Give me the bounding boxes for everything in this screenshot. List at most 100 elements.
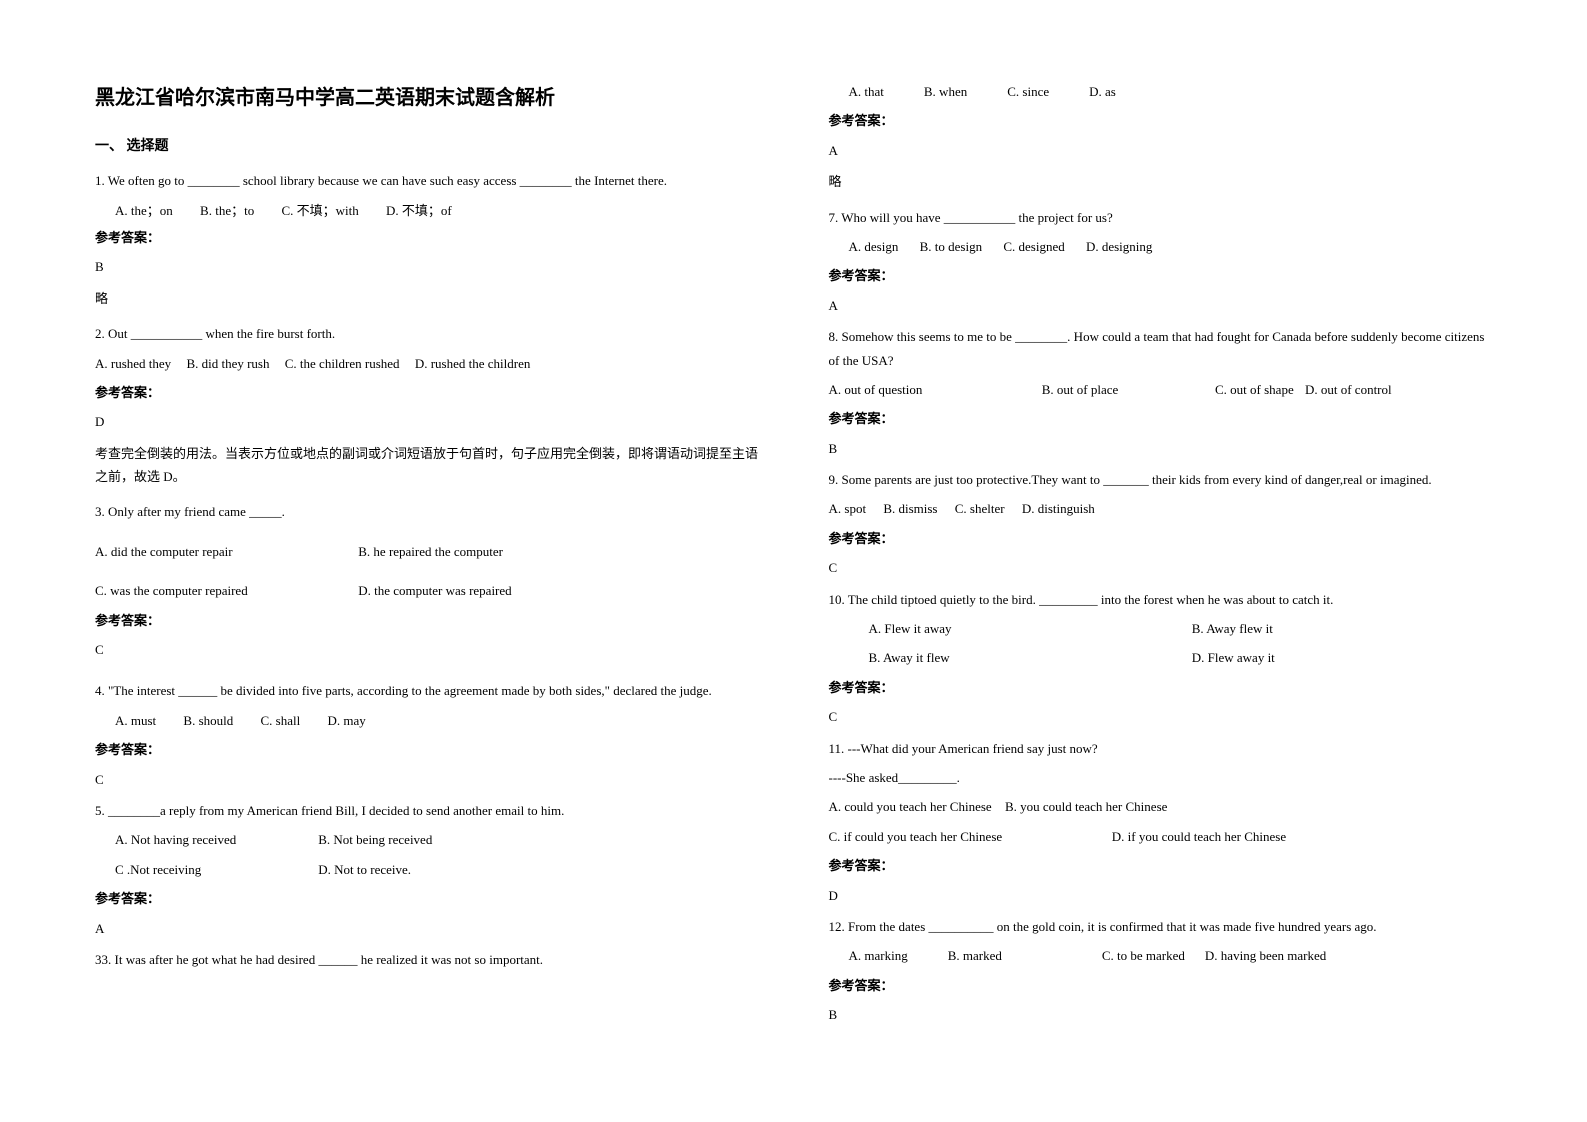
q3-answer-label: 参考答案：	[95, 609, 759, 632]
q10-answer-label: 参考答案：	[829, 676, 1493, 699]
q7-options: A. design B. to design C. designed D. de…	[829, 235, 1493, 258]
q33-answer: A	[829, 139, 1493, 162]
q5-answer: A	[95, 917, 759, 940]
q5-opt-d: D. Not to receive.	[318, 862, 411, 877]
q11-text: 11. ---What did your American friend say…	[829, 737, 1493, 760]
q1-options: A. the；on B. the；to C. 不填；with D. 不填；of	[95, 199, 759, 222]
q5-opt-a: A. Not having received	[115, 828, 315, 851]
q5-opt-c: C .Not receiving	[115, 858, 315, 881]
q5-opts-row1: A. Not having received B. Not being rece…	[95, 828, 759, 851]
q2-options: A. rushed they B. did they rush C. the c…	[95, 352, 759, 375]
q2-explanation: 考查完全倒装的用法。当表示方位或地点的副词或介词短语放于句首时，句子应用完全倒装…	[95, 442, 759, 489]
q12-options: A. marking B. marked C. to be marked D. …	[829, 944, 1493, 967]
q11-opt-c: C. if could you teach her Chinese	[829, 825, 1109, 848]
q8-opt-d: D. out of control	[1305, 382, 1392, 397]
q2-opt-c: C. the children rushed	[285, 356, 400, 371]
q33-opt-b: B. when	[924, 80, 967, 103]
q4-opt-b: B. should	[183, 713, 233, 728]
q1-answer-label: 参考答案：	[95, 226, 759, 249]
q7-answer-label: 参考答案：	[829, 264, 1493, 287]
q1-opt-a: A. the；on	[115, 199, 173, 222]
q7-opt-c: C. designed	[1003, 239, 1064, 254]
q7-text: 7. Who will you have ___________ the pro…	[829, 206, 1493, 229]
q3-opt-d: D. the computer was repaired	[358, 583, 511, 598]
q2-answer: D	[95, 410, 759, 433]
q10-opts-row1: A. Flew it away B. Away flew it	[829, 617, 1493, 640]
section-heading: 一、 选择题	[95, 134, 759, 159]
q9-answer: C	[829, 556, 1493, 579]
q4-opt-a: A. must	[115, 713, 156, 728]
q33-opt-c: C. since	[1007, 80, 1049, 103]
q2-opt-a: A. rushed they	[95, 356, 171, 371]
q1-opt-c: C. 不填；with	[281, 199, 358, 222]
q11-opt-d: D. if you could teach her Chinese	[1112, 829, 1286, 844]
q12-opt-a: A. marking	[849, 944, 908, 967]
q8-options: A. out of question B. out of place C. ou…	[829, 378, 1493, 401]
q9-text: 9. Some parents are just too protective.…	[829, 468, 1493, 491]
q1-opt-d: D. 不填；of	[386, 199, 452, 222]
q3-opt-b: B. he repaired the computer	[358, 544, 503, 559]
q8-opt-b: B. out of place	[1042, 378, 1212, 401]
q10-opt-d: D. Flew away it	[1192, 650, 1275, 665]
q9-opt-d: D. distinguish	[1022, 501, 1095, 516]
q10-opt-a: A. Flew it away	[869, 617, 1189, 640]
q12-opt-b: B. marked	[948, 944, 1002, 967]
q7-opt-a: A. design	[849, 239, 899, 254]
q33-answer-label: 参考答案：	[829, 109, 1493, 132]
q10-opt-b: B. Away flew it	[1192, 621, 1273, 636]
q33-options: A. that B. when C. since D. as	[829, 80, 1493, 103]
q33-text: 33. It was after he got what he had desi…	[95, 948, 759, 971]
q9-opt-b: B. dismiss	[883, 501, 937, 516]
right-column: A. that B. when C. since D. as 参考答案： A 略…	[829, 80, 1493, 1082]
q11-opt-a: A. could you teach her Chinese	[829, 799, 992, 814]
q2-text: 2. Out ___________ when the fire burst f…	[95, 322, 759, 345]
q11-opt-b: B. you could teach her Chinese	[1005, 799, 1167, 814]
q33-skip: 略	[829, 170, 1493, 193]
q10-answer: C	[829, 705, 1493, 728]
q11-answer-label: 参考答案：	[829, 854, 1493, 877]
q4-opt-d: D. may	[328, 713, 366, 728]
q5-text: 5. ________a reply from my American frie…	[95, 799, 759, 822]
q1-opt-b: B. the；to	[200, 199, 254, 222]
q3-opts-row2: C. was the computer repaired D. the comp…	[95, 579, 759, 602]
q3-opts-row1: A. did the computer repair B. he repaire…	[95, 540, 759, 563]
q12-text: 12. From the dates __________ on the gol…	[829, 915, 1493, 938]
q10-opts-row2: B. Away it flew D. Flew away it	[829, 646, 1493, 669]
q3-answer: C	[95, 638, 759, 661]
q3-text: 3. Only after my friend came _____.	[95, 500, 759, 523]
q3-opt-a: A. did the computer repair	[95, 540, 355, 563]
q33-opt-a: A. that	[849, 80, 884, 103]
q11-opts-row1: A. could you teach her Chinese B. you co…	[829, 795, 1493, 818]
q4-options: A. must B. should C. shall D. may	[95, 709, 759, 732]
q11-text2: ----She asked_________.	[829, 766, 1493, 789]
q33-opt-d: D. as	[1089, 80, 1116, 103]
q2-opt-d: D. rushed the children	[415, 356, 531, 371]
q8-answer-label: 参考答案：	[829, 407, 1493, 430]
q5-answer-label: 参考答案：	[95, 887, 759, 910]
q4-answer: C	[95, 768, 759, 791]
page-title: 黑龙江省哈尔滨市南马中学高二英语期末试题含解析	[95, 80, 759, 116]
q2-opt-b: B. did they rush	[186, 356, 269, 371]
q12-answer: B	[829, 1003, 1493, 1026]
left-column: 黑龙江省哈尔滨市南马中学高二英语期末试题含解析 一、 选择题 1. We oft…	[95, 80, 759, 1082]
q8-answer: B	[829, 437, 1493, 460]
q9-opt-c: C. shelter	[955, 501, 1005, 516]
q12-opt-c: C. to be marked	[1102, 944, 1185, 967]
q1-answer: B	[95, 255, 759, 278]
q8-opt-c: C. out of shape	[1215, 382, 1294, 397]
q4-text: 4. "The interest ______ be divided into …	[95, 679, 759, 702]
q2-answer-label: 参考答案：	[95, 381, 759, 404]
q8-text: 8. Somehow this seems to me to be ______…	[829, 325, 1493, 372]
q10-opt-c: B. Away it flew	[869, 646, 1189, 669]
q8-opt-a: A. out of question	[829, 378, 1039, 401]
q1-skip: 略	[95, 287, 759, 310]
q10-text: 10. The child tiptoed quietly to the bir…	[829, 588, 1493, 611]
q9-options: A. spot B. dismiss C. shelter D. disting…	[829, 497, 1493, 520]
q9-answer-label: 参考答案：	[829, 527, 1493, 550]
q11-opts-row2: C. if could you teach her Chinese D. if …	[829, 825, 1493, 848]
q9-opt-a: A. spot	[829, 501, 867, 516]
q5-opt-b: B. Not being received	[318, 832, 432, 847]
q11-answer: D	[829, 884, 1493, 907]
q5-opts-row2: C .Not receiving D. Not to receive.	[95, 858, 759, 881]
q12-answer-label: 参考答案：	[829, 974, 1493, 997]
